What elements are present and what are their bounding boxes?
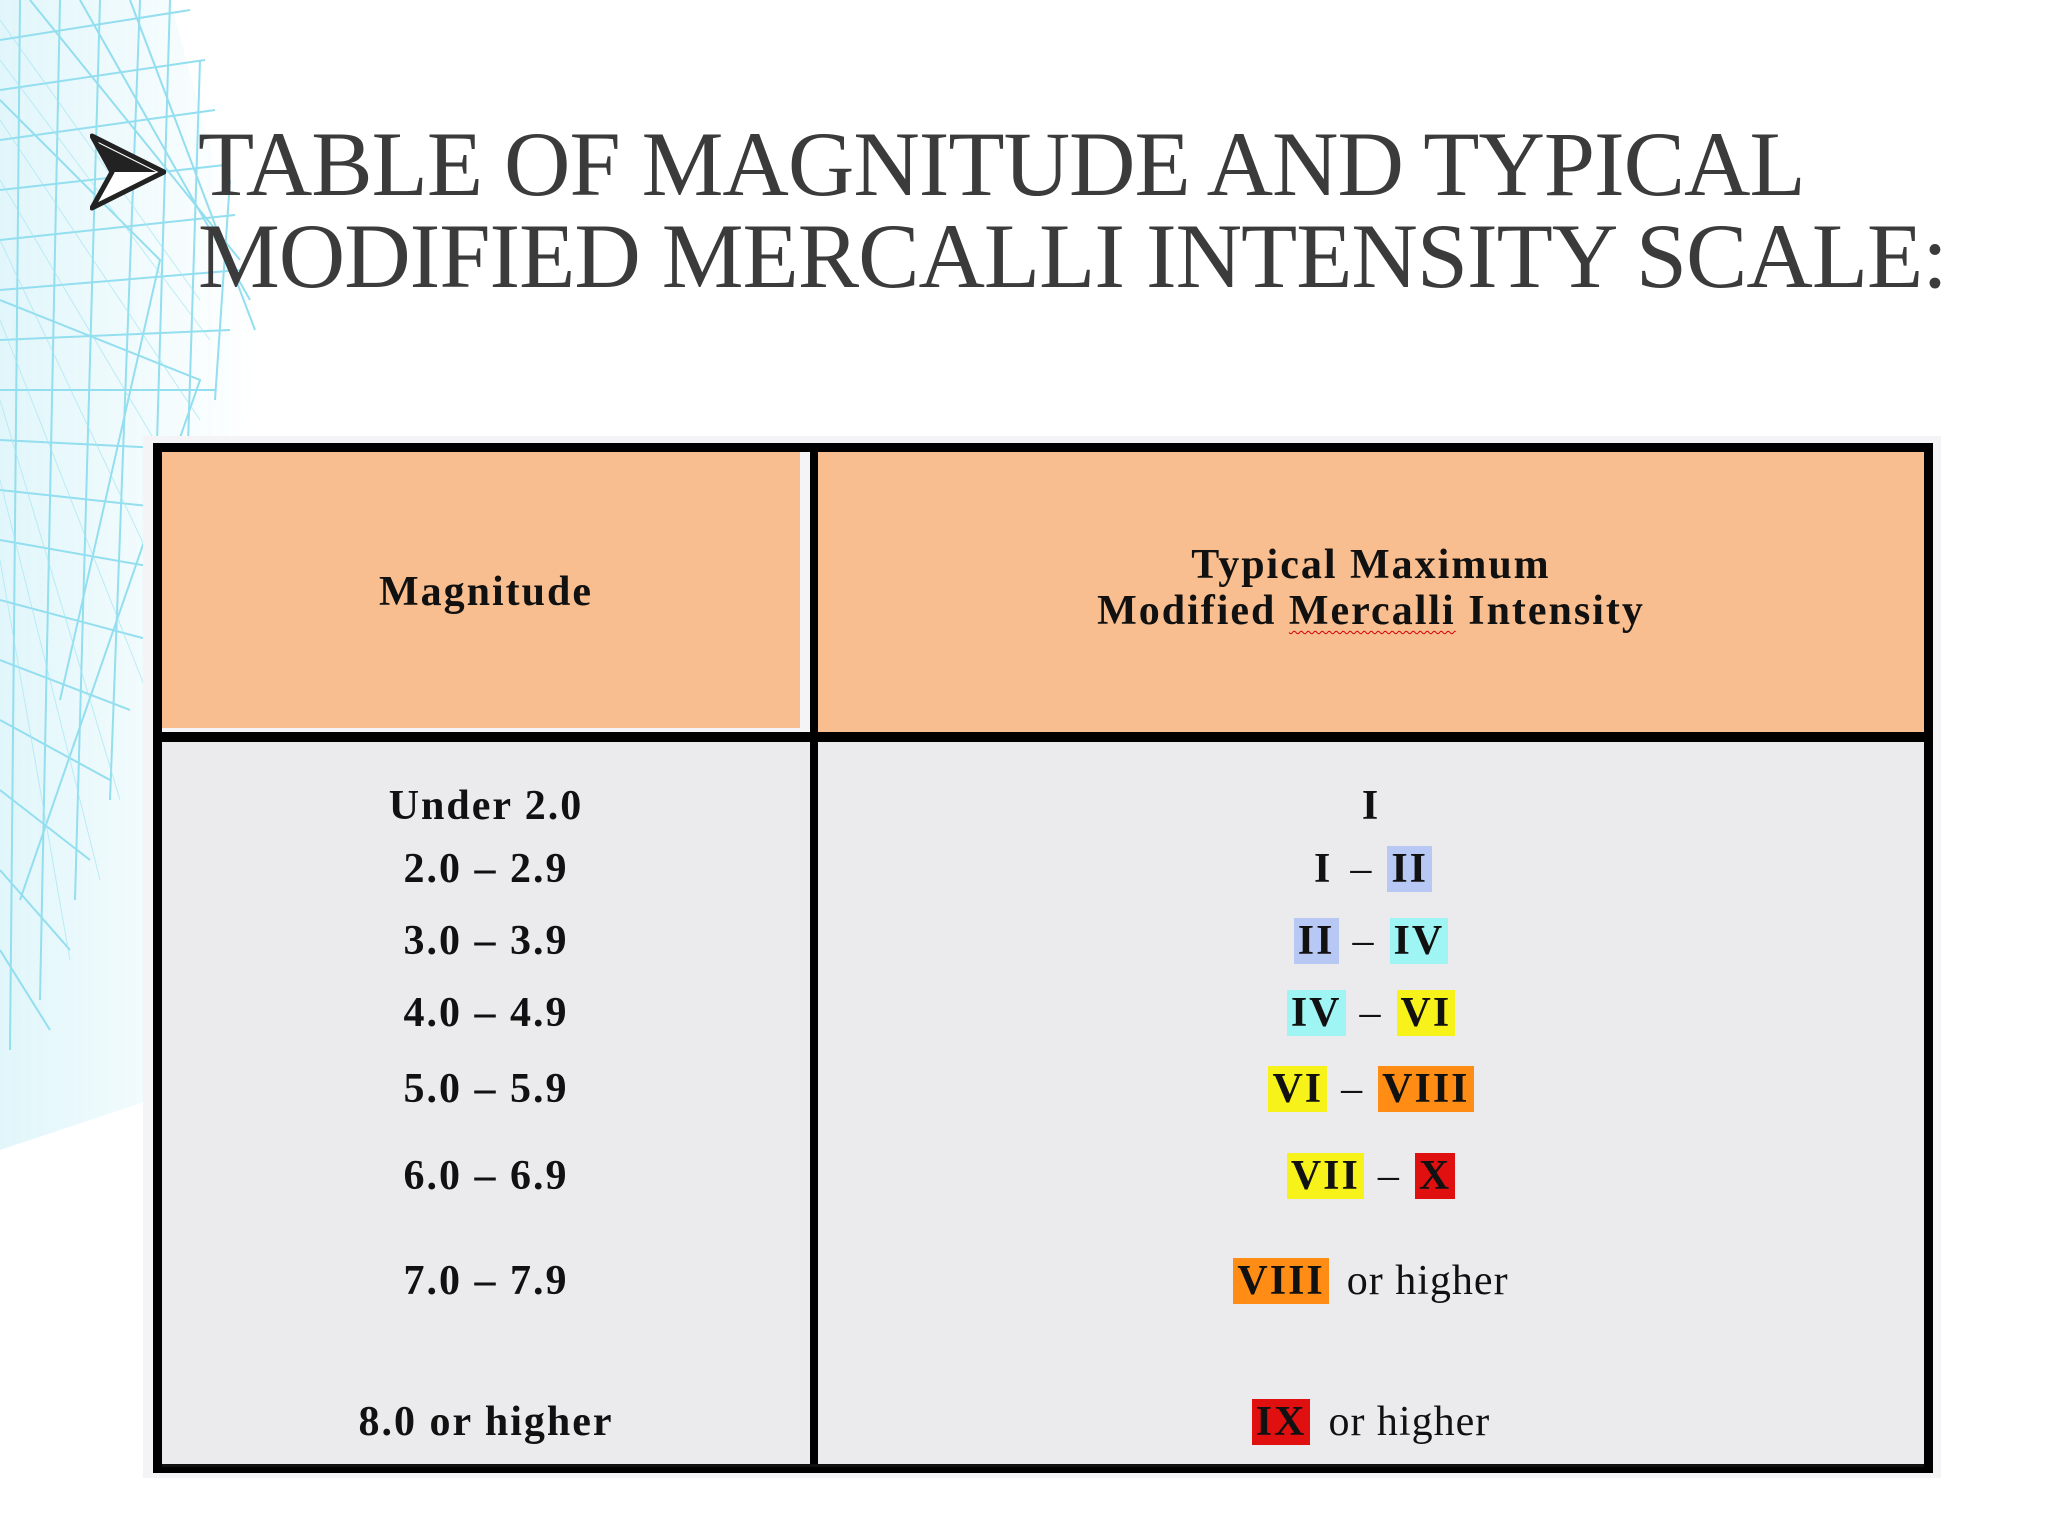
intensity-to: VIII <box>1378 1065 1474 1112</box>
intensity-cell: VIII or higher <box>818 1223 1924 1339</box>
table-row: 3.0 – 3.9 II – IV <box>162 905 1924 980</box>
intensity-cell: I <box>818 742 1924 833</box>
header-intensity-line-1: Typical Maximum <box>1191 542 1551 588</box>
intensity-from: IX <box>1251 1398 1311 1445</box>
intensity-range: VIII or higher <box>1233 1257 1508 1305</box>
intensity-from: I <box>1313 846 1333 892</box>
intensity-suffix: or higher <box>1328 1398 1491 1445</box>
intensity-from: VIII <box>1233 1258 1329 1304</box>
magnitude-cell: Under 2.0 <box>162 742 818 833</box>
magnitude-value: 5.0 – 5.9 <box>403 1065 569 1112</box>
intensity-from: II <box>1293 918 1339 964</box>
magnitude-value: 7.0 – 7.9 <box>403 1258 569 1304</box>
magnitude-cell: 7.0 – 7.9 <box>162 1223 818 1339</box>
intensity-cell: VI – VIII <box>818 1049 1924 1128</box>
intensity-from: I <box>1361 782 1381 829</box>
table-row: 5.0 – 5.9 VI – VIII <box>162 1049 1924 1134</box>
header-intensity-word-intensity: Intensity <box>1455 588 1645 634</box>
magnitude-value: 8.0 or higher <box>358 1398 614 1445</box>
header-intensity-word-modified: Modified <box>1097 588 1289 634</box>
header-intensity-word-mercalli: Mercalli <box>1288 588 1456 634</box>
magnitude-value: 6.0 – 6.9 <box>403 1152 569 1199</box>
arrowhead-bullet-icon <box>90 133 166 211</box>
range-dash: – <box>1350 846 1374 892</box>
intensity-to: IV <box>1389 918 1449 964</box>
magnitude-cell: 6.0 – 6.9 <box>162 1128 818 1223</box>
table-row: 7.0 – 7.9 VIII or higher <box>162 1223 1924 1345</box>
intensity-cell: IX or higher <box>818 1339 1924 1464</box>
intensity-range: II – IV <box>1293 917 1449 965</box>
intensity-range: VII – X <box>1286 1152 1456 1200</box>
title-line-1: TABLE OF MAGNITUDE AND TYPICAL <box>198 113 1806 215</box>
table-row: 8.0 or higher IX or higher <box>162 1339 1924 1467</box>
intensity-to: X <box>1414 1152 1456 1199</box>
intensity-range: I <box>1358 783 1384 829</box>
magnitude-cell: 8.0 or higher <box>162 1339 818 1464</box>
magnitude-value: 3.0 – 3.9 <box>403 918 569 964</box>
range-dash: – <box>1341 1065 1365 1112</box>
intensity-from: VII <box>1286 1152 1364 1199</box>
intensity-range: IX or higher <box>1251 1398 1491 1446</box>
intensity-cell: II – IV <box>818 905 1924 977</box>
magnitude-cell: 5.0 – 5.9 <box>162 1049 818 1128</box>
magnitude-cell: 2.0 – 2.9 <box>162 833 818 905</box>
table-row: 2.0 – 2.9 I – II <box>162 833 1924 908</box>
table-row: 6.0 – 6.9 VII – X <box>162 1128 1924 1226</box>
magnitude-intensity-table: Magnitude Typical Maximum Modified Merca… <box>153 443 1933 1473</box>
intensity-to: VI <box>1396 990 1456 1036</box>
intensity-range: I – II <box>1310 845 1433 893</box>
table-header-row: Magnitude Typical Maximum Modified Merca… <box>162 452 1924 742</box>
header-intensity: Typical Maximum Modified Mercalli Intens… <box>818 452 1924 732</box>
intensity-range: VI – VIII <box>1268 1065 1474 1113</box>
table-row: Under 2.0 I <box>162 742 1924 836</box>
range-dash: – <box>1359 990 1383 1036</box>
header-intensity-line-2: Modified Mercalli Intensity <box>1097 588 1645 634</box>
magnitude-cell: 4.0 – 4.9 <box>162 977 818 1049</box>
intensity-cell: VII – X <box>818 1128 1924 1223</box>
magnitude-value: 4.0 – 4.9 <box>403 990 569 1036</box>
intensity-range: IV – VI <box>1286 989 1456 1037</box>
magnitude-value: Under 2.0 <box>388 782 584 829</box>
intensity-cell: IV – VI <box>818 977 1924 1049</box>
table-row: 4.0 – 4.9 IV – VI <box>162 977 1924 1052</box>
range-dash: – <box>1352 918 1376 964</box>
header-intensity-label: Typical Maximum Modified Mercalli Intens… <box>1097 542 1645 634</box>
intensity-from: IV <box>1286 990 1346 1036</box>
intensity-cell: I – II <box>818 833 1924 905</box>
magnitude-value: 2.0 – 2.9 <box>403 846 569 892</box>
title-line-2: MODIFIED MERCALLI INTENSITY SCALE: <box>198 205 1948 307</box>
slide-title: TABLE OF MAGNITUDE AND TYPICAL MODIFIED … <box>90 118 2020 302</box>
title-text: TABLE OF MAGNITUDE AND TYPICAL MODIFIED … <box>198 113 1948 307</box>
header-magnitude-label: Magnitude <box>378 569 593 615</box>
range-dash: – <box>1377 1152 1401 1199</box>
header-magnitude: Magnitude <box>162 452 818 732</box>
intensity-suffix: or higher <box>1346 1258 1509 1304</box>
magnitude-cell: 3.0 – 3.9 <box>162 905 818 977</box>
intensity-from: VI <box>1268 1065 1328 1112</box>
intensity-to: II <box>1387 846 1433 892</box>
